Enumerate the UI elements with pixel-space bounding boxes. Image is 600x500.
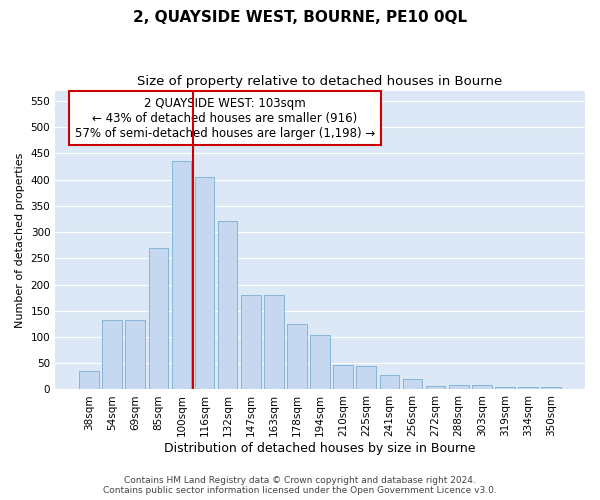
Bar [495,387,515,390]
Bar [518,387,538,390]
Bar [103,320,122,390]
Text: 2 QUAYSIDE WEST: 103sqm
← 43% of detached houses are smaller (916)
57% of semi-d: 2 QUAYSIDE WEST: 103sqm ← 43% of detache… [74,96,375,140]
Bar [472,386,491,390]
Bar [241,294,260,390]
Bar [426,386,445,390]
Bar [125,320,145,390]
Text: 2, QUAYSIDE WEST, BOURNE, PE10 0QL: 2, QUAYSIDE WEST, BOURNE, PE10 0QL [133,10,467,25]
Bar [218,220,238,390]
Bar [356,366,376,390]
Bar [79,371,99,390]
X-axis label: Distribution of detached houses by size in Bourne: Distribution of detached houses by size … [164,442,476,455]
Bar [264,294,284,390]
Bar [310,336,330,390]
Bar [403,379,422,390]
Bar [287,324,307,390]
Text: Contains HM Land Registry data © Crown copyright and database right 2024.
Contai: Contains HM Land Registry data © Crown c… [103,476,497,495]
Bar [195,177,214,390]
Bar [149,248,168,390]
Bar [380,375,399,390]
Bar [172,162,191,390]
Bar [334,366,353,390]
Bar [541,387,561,390]
Title: Size of property relative to detached houses in Bourne: Size of property relative to detached ho… [137,75,503,88]
Y-axis label: Number of detached properties: Number of detached properties [15,152,25,328]
Bar [449,386,469,390]
